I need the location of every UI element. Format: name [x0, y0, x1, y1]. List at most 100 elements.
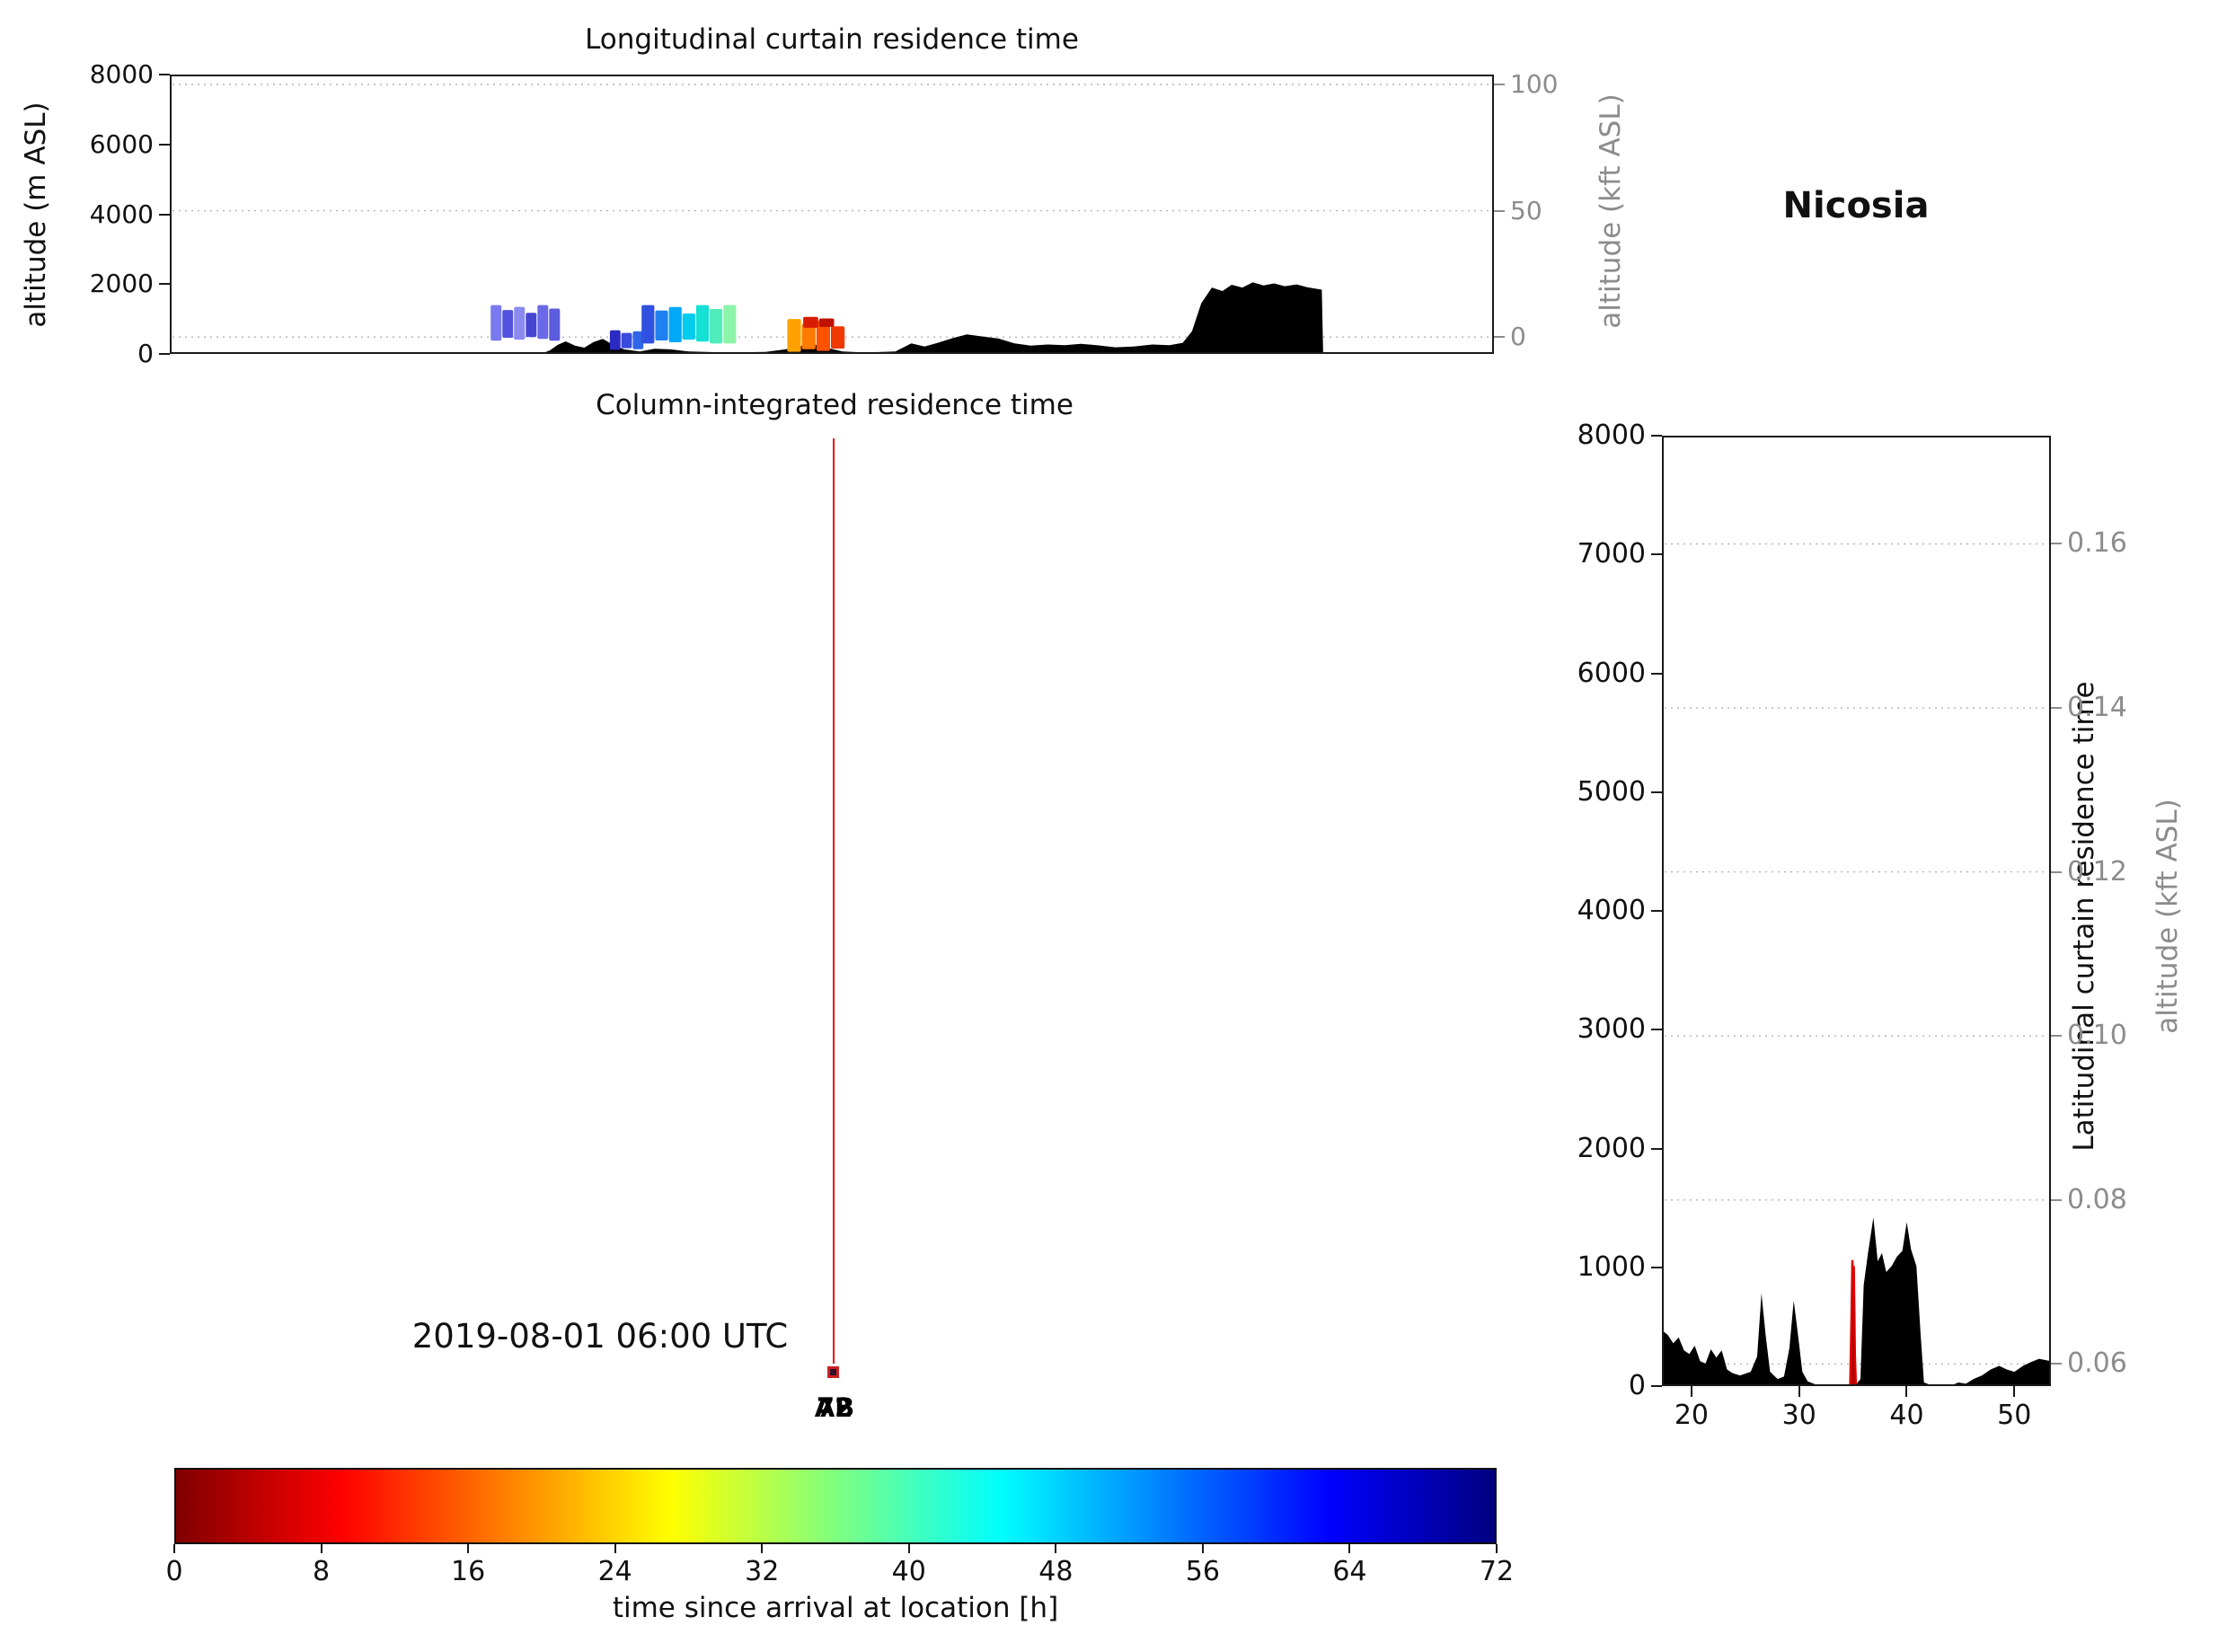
- tick-label: 4000: [1577, 895, 1646, 926]
- tick-mark: [1905, 1386, 1908, 1397]
- tick-mark: [1651, 1266, 1662, 1268]
- tick-label: 0: [137, 339, 154, 368]
- residence-cluster-strip: [609, 330, 621, 350]
- map-timestamp: 2019-08-01 06:00 UTC: [411, 1317, 789, 1356]
- station-label-hours: 72: [816, 1392, 853, 1423]
- tick-mark: [159, 283, 170, 286]
- right-altitude-kft-label: altitude (kft ASL): [2152, 799, 2184, 1034]
- residence-cluster-strip: [710, 308, 723, 344]
- tick-mark: [614, 1544, 616, 1553]
- tick-mark: [2051, 870, 2062, 873]
- colorbar-tick-label: 64: [1332, 1556, 1367, 1587]
- tick-label: 0.12: [2067, 855, 2127, 888]
- tick-mark: [1690, 1386, 1692, 1397]
- tick-label: 0.16: [2067, 527, 2127, 560]
- terrain-silhouette: [1662, 1217, 2051, 1386]
- map-longitude-red-line: [833, 438, 835, 1364]
- tick-label: 5000: [1577, 775, 1646, 808]
- residence-cluster-strip: [723, 305, 737, 344]
- top-panel-title: Longitudinal curtain residence time: [585, 23, 1079, 56]
- red-residence-spike: [1849, 1259, 1858, 1386]
- top-panel-plot: [170, 75, 1494, 354]
- tick-mark: [1496, 1544, 1498, 1553]
- terrain-silhouette: [170, 282, 1323, 354]
- colorbar-tick-label: 40: [891, 1556, 926, 1587]
- residence-cluster-strip: [526, 313, 537, 338]
- tick-mark: [1494, 83, 1505, 85]
- tick-label: 0.08: [2067, 1183, 2127, 1215]
- tick-label: 100: [1510, 68, 1559, 99]
- tick-label: 4000: [89, 199, 154, 229]
- residence-cluster-strip: [502, 310, 514, 338]
- residence-cluster-strip: [787, 319, 801, 352]
- tick-mark: [1651, 1147, 1662, 1150]
- tick-mark: [1055, 1544, 1057, 1553]
- residence-cluster-strip: [537, 305, 549, 340]
- residence-cluster-strip: [490, 305, 502, 341]
- tick-label: 8000: [89, 59, 154, 89]
- residence-cluster-strip: [682, 314, 695, 340]
- residence-cluster-strip: [641, 305, 655, 344]
- tick-mark: [761, 1544, 764, 1553]
- tick-mark: [1651, 553, 1662, 556]
- tick-mark: [1201, 1544, 1204, 1553]
- colorbar-tick-label: 24: [597, 1556, 632, 1587]
- residence-cluster-strip: [801, 323, 816, 349]
- tick-label: 30: [1781, 1400, 1816, 1431]
- tick-mark: [907, 1544, 910, 1553]
- tick-mark: [1798, 1386, 1800, 1397]
- tick-mark: [2051, 1198, 2062, 1201]
- tick-label: 50: [1510, 195, 1542, 225]
- station-marker: [827, 1366, 839, 1378]
- tick-label: 8000: [1577, 420, 1646, 451]
- map-title: Column-integrated residence time: [596, 389, 1074, 421]
- right-panel-plot: [1662, 436, 2051, 1386]
- tick-mark: [2051, 707, 2062, 710]
- residence-cluster-strip: [818, 318, 835, 327]
- tick-mark: [159, 143, 170, 146]
- tick-label: 3000: [1577, 1013, 1646, 1046]
- plot-frame: [170, 75, 1494, 354]
- tick-mark: [2051, 1363, 2062, 1365]
- residence-cluster-strip: [831, 326, 845, 349]
- colorbar-tick-label: 48: [1038, 1556, 1074, 1587]
- tick-label: 2000: [89, 269, 154, 299]
- tick-mark: [159, 74, 170, 75]
- tick-mark: [173, 1544, 175, 1553]
- tick-label: 1000: [1577, 1250, 1646, 1283]
- residence-cluster-strip: [803, 316, 818, 328]
- latitudinal-curtain-label: Latitudinal curtain residence time: [2068, 681, 2100, 1152]
- tick-label: 0: [1510, 322, 1526, 352]
- tick-mark: [1348, 1544, 1351, 1553]
- residence-cluster-strip: [668, 306, 682, 342]
- residence-cluster-strip: [514, 306, 526, 340]
- colorbar-tick-label: 0: [165, 1556, 183, 1587]
- tick-mark: [467, 1544, 470, 1553]
- tick-label: 0.06: [2067, 1347, 2127, 1380]
- tick-mark: [2051, 1035, 2062, 1038]
- residence-cluster-strip: [655, 310, 668, 340]
- tick-mark: [1651, 910, 1662, 912]
- tick-label: 7000: [1577, 538, 1646, 570]
- colorbar: [174, 1468, 1497, 1544]
- residence-cluster-strip: [695, 305, 710, 342]
- tick-mark: [2013, 1386, 2016, 1397]
- colorbar-tick-label: 56: [1185, 1556, 1220, 1587]
- colorbar-label: time since arrival at location [h]: [612, 1592, 1059, 1624]
- tick-mark: [1651, 1385, 1662, 1387]
- colorbar-tick-label: 8: [313, 1556, 331, 1587]
- tick-label: 2000: [1577, 1132, 1646, 1164]
- tick-mark: [320, 1544, 323, 1553]
- tick-mark: [159, 213, 170, 216]
- tick-label: 50: [1997, 1400, 2032, 1431]
- station-label-code: AB: [814, 1392, 855, 1423]
- tick-mark: [1494, 336, 1505, 339]
- colorbar-tick-label: 32: [745, 1556, 780, 1587]
- tick-mark: [1651, 791, 1662, 793]
- tick-label: 20: [1674, 1400, 1710, 1431]
- tick-label: 0.14: [2067, 692, 2127, 724]
- right-panel-title: Nicosia: [1782, 185, 1930, 226]
- residence-cluster-strip: [632, 331, 644, 349]
- top-y-axis-label-right: altitude (kft ASL): [1595, 93, 1627, 329]
- colorbar-tick-label: 16: [451, 1556, 486, 1587]
